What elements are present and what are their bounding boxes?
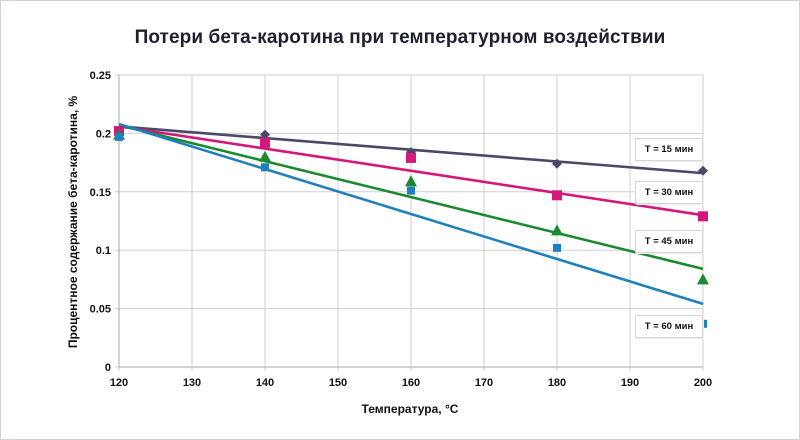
square-marker	[406, 152, 416, 163]
trend-line-series-2	[118, 123, 704, 271]
legend-label-60: T = 60 мин	[635, 315, 703, 338]
diamond-marker	[698, 165, 708, 176]
x-tick-label: 150	[329, 377, 347, 389]
small-square-marker	[115, 132, 123, 141]
x-tick-label: 140	[256, 377, 274, 389]
axes	[118, 75, 703, 368]
square-marker	[260, 137, 270, 148]
y-tick-label: 0.15	[90, 187, 111, 199]
trend-line-series-3	[118, 122, 704, 306]
triangle-marker	[551, 224, 563, 236]
x-tick-label: 120	[110, 377, 128, 389]
y-tick-label: 0	[105, 362, 111, 374]
triangle-marker	[259, 150, 271, 162]
square-marker	[698, 211, 708, 222]
trend-line-series-1	[118, 125, 704, 217]
legend-label-45: T = 45 мин	[635, 230, 703, 253]
x-tick-label: 180	[548, 377, 566, 389]
small-square-marker	[261, 163, 269, 172]
x-tick-label: 160	[402, 377, 420, 389]
x-tick-label: 130	[183, 377, 201, 389]
y-tick-label: 0.05	[90, 304, 111, 316]
tick-labels: 0 0.05 0.1 0.15 0.2 0.25 120 130 140 150 160 170 180…	[90, 70, 713, 389]
data-points	[113, 126, 709, 328]
x-tick-label: 170	[475, 377, 493, 389]
diamond-marker	[552, 158, 562, 169]
y-tick-label: 0.1	[96, 245, 111, 257]
grid-lines	[115, 74, 704, 371]
y-axis-title: Процентное содержание бета-каротина, %	[66, 96, 80, 349]
square-marker	[552, 190, 562, 201]
triangle-marker	[697, 273, 709, 285]
x-axis-title: Температура, °C	[362, 402, 459, 416]
small-square-marker	[407, 186, 415, 195]
x-tick-label: 200	[694, 377, 712, 389]
x-tick-label: 190	[621, 377, 639, 389]
diamond-marker	[260, 129, 270, 140]
y-tick-label: 0.25	[90, 70, 111, 82]
triangle-marker	[405, 175, 417, 187]
y-tick-label: 0.2	[96, 128, 111, 140]
small-square-marker	[553, 243, 561, 252]
legend-label-15: T = 15 мин	[635, 138, 703, 161]
small-square-marker	[699, 319, 707, 328]
legend-label-30: T = 30 мин	[635, 181, 703, 204]
chart-title: Потери бета-каротина при температурном в…	[134, 27, 666, 48]
